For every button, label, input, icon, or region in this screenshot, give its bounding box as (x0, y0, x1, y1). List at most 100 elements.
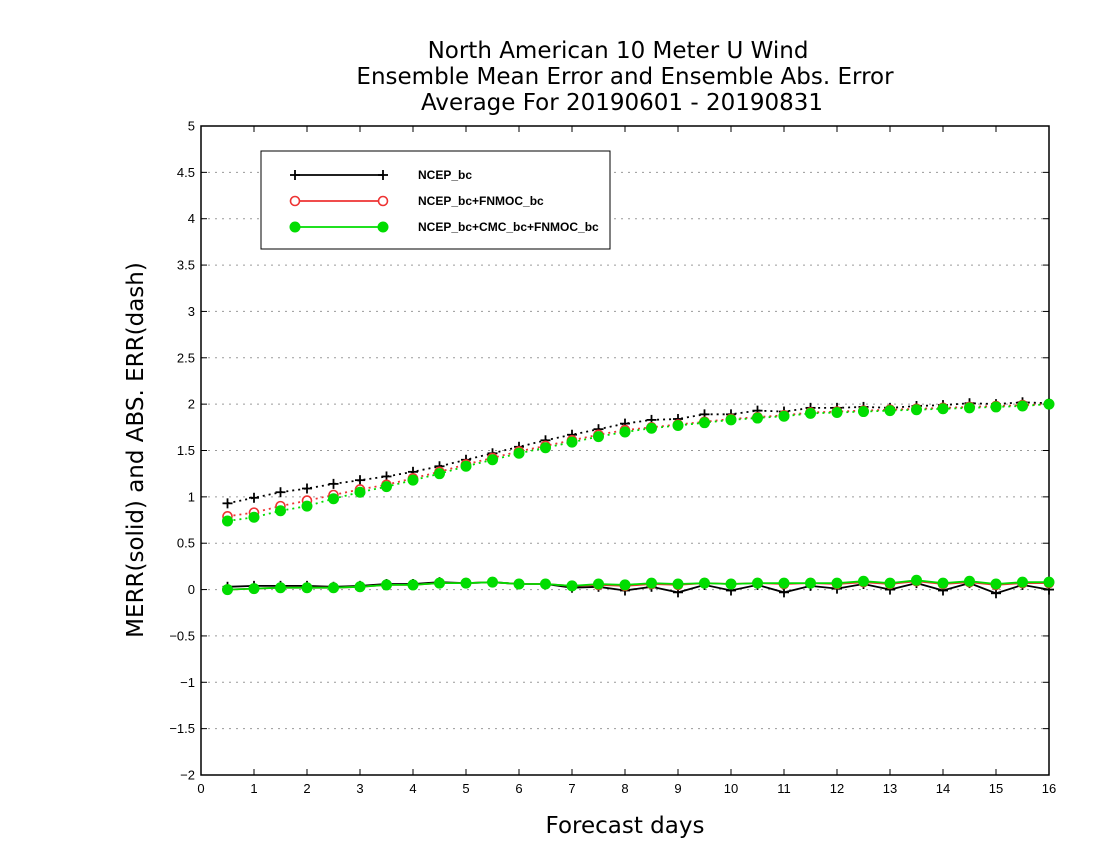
abs-error-point (593, 431, 604, 443)
abs-error-point (672, 419, 684, 431)
abs-error-point (328, 493, 339, 505)
legend-marker-start (289, 221, 301, 233)
mean-error-point (619, 579, 631, 591)
abs-error-point (355, 475, 365, 486)
abs-error-point (434, 468, 445, 480)
abs-error-line-3 (227, 403, 1050, 522)
abs-error-point (275, 487, 286, 498)
mean-error-point (566, 580, 578, 592)
legend-item-3: NCEP_bc+CMC_bc+FNMOC_bc (289, 220, 599, 234)
x-tick-label: 10 (724, 781, 738, 796)
abs-error-point (1043, 398, 1055, 410)
abs-error-point (805, 407, 816, 419)
mean-error-point (301, 582, 313, 594)
mean-error-point (884, 577, 896, 589)
abs-error-point (381, 481, 392, 493)
mean-error-point (593, 578, 604, 590)
legend-item-1: NCEP_bc (290, 168, 472, 182)
abs-error-point (646, 422, 657, 434)
mean-error-point (328, 582, 339, 594)
grid-lines (201, 171, 1049, 730)
x-tick-label: 14 (936, 781, 950, 796)
mean-error-point (540, 578, 551, 590)
y-tick-label: 4 (188, 211, 195, 226)
x-axis-label: Forecast days (546, 813, 705, 839)
abs-error-point (275, 505, 286, 517)
mean-error-point (1017, 576, 1028, 588)
abs-error-point (964, 402, 975, 414)
mean-error-point (831, 577, 843, 589)
series-layer (222, 397, 1055, 599)
x-tick-label: 3 (356, 781, 363, 796)
abs-error-point (752, 412, 763, 424)
mean-error-point (725, 578, 737, 590)
abs-error-point (249, 492, 259, 503)
mean-error-point (752, 577, 763, 589)
abs-error-point (540, 442, 551, 454)
x-tick-label: 13 (883, 781, 897, 796)
abs-error-point (911, 404, 922, 416)
x-tick-label: 11 (777, 781, 791, 796)
x-tick-label: 9 (674, 781, 681, 796)
x-tick-label: 1 (250, 781, 257, 796)
axis-ticks: −2−1.5−1−0.500.511.522.533.544.550 1 2 3 4 5 6… (169, 119, 1056, 797)
legend-marker-end (378, 170, 388, 180)
mean-error-point (672, 578, 684, 590)
x-tick-label: 2 (303, 781, 310, 796)
abs-error-point (778, 410, 790, 422)
y-tick-label: 2.5 (177, 350, 195, 365)
abs-error-point (487, 454, 498, 466)
legend-marker-start (289, 195, 301, 207)
abs-error-point (990, 401, 1002, 413)
title-line-2: Ensemble Mean Error and Ensemble Abs. Er… (356, 64, 894, 90)
abs-error-point (407, 474, 419, 486)
mean-error-point (858, 575, 869, 587)
abs-error-point (884, 405, 896, 417)
mean-error-point (222, 584, 233, 596)
legend: NCEP_bc NCEP_bc+FNMOC_bc NCEP_bc+CMC_bc+FN… (260, 150, 611, 250)
mean-error-point (911, 574, 922, 586)
series-1 (222, 397, 1054, 599)
x-tick-label: 15 (989, 781, 1003, 796)
mean-error-point (434, 577, 445, 589)
abs-error-point (302, 483, 312, 494)
x-tick-label: 8 (621, 781, 628, 796)
y-tick-label: 2 (188, 397, 195, 412)
x-tick-label: 4 (409, 781, 416, 796)
mean-error-point (487, 576, 498, 588)
legend-marker-end (377, 195, 389, 207)
abs-error-point (248, 511, 260, 523)
abs-error-point (619, 426, 631, 438)
mean-error-point (778, 577, 790, 589)
mean-error-point (964, 575, 975, 587)
y-tick-label: −2 (180, 768, 195, 783)
abs-error-point (222, 498, 233, 509)
abs-error-line-2 (227, 403, 1050, 518)
title-line-3: Average For 20190601 - 20190831 (421, 90, 823, 116)
mean-error-point (990, 578, 1002, 590)
x-tick-label: 5 (462, 781, 469, 796)
abs-error-line-1 (227, 401, 1050, 505)
y-axis-label: MERR(solid) and ABS. ERR(dash) (123, 262, 149, 638)
x-tick-label: 12 (830, 781, 844, 796)
abs-error-point (301, 500, 313, 512)
legend-marker-start (290, 170, 300, 180)
mean-error-point (248, 583, 260, 595)
abs-error-point (460, 460, 472, 472)
mean-error-point (937, 577, 949, 589)
y-tick-label: 3.5 (177, 258, 195, 273)
y-tick-label: 5 (188, 119, 195, 134)
legend-label: NCEP_bc (418, 168, 472, 182)
title-line-1: North American 10 Meter U Wind (428, 38, 809, 64)
legend-label: NCEP_bc+CMC_bc+FNMOC_bc (418, 220, 599, 234)
mean-error-point (646, 577, 657, 589)
y-tick-label: 1.5 (177, 443, 195, 458)
legend-marker-end (377, 221, 389, 233)
abs-error-point (858, 406, 869, 418)
mean-error-point (1043, 576, 1055, 588)
abs-error-point (328, 478, 339, 489)
mean-error-point (354, 581, 366, 593)
y-tick-label: −1 (180, 675, 195, 690)
mean-error-point (460, 577, 472, 589)
